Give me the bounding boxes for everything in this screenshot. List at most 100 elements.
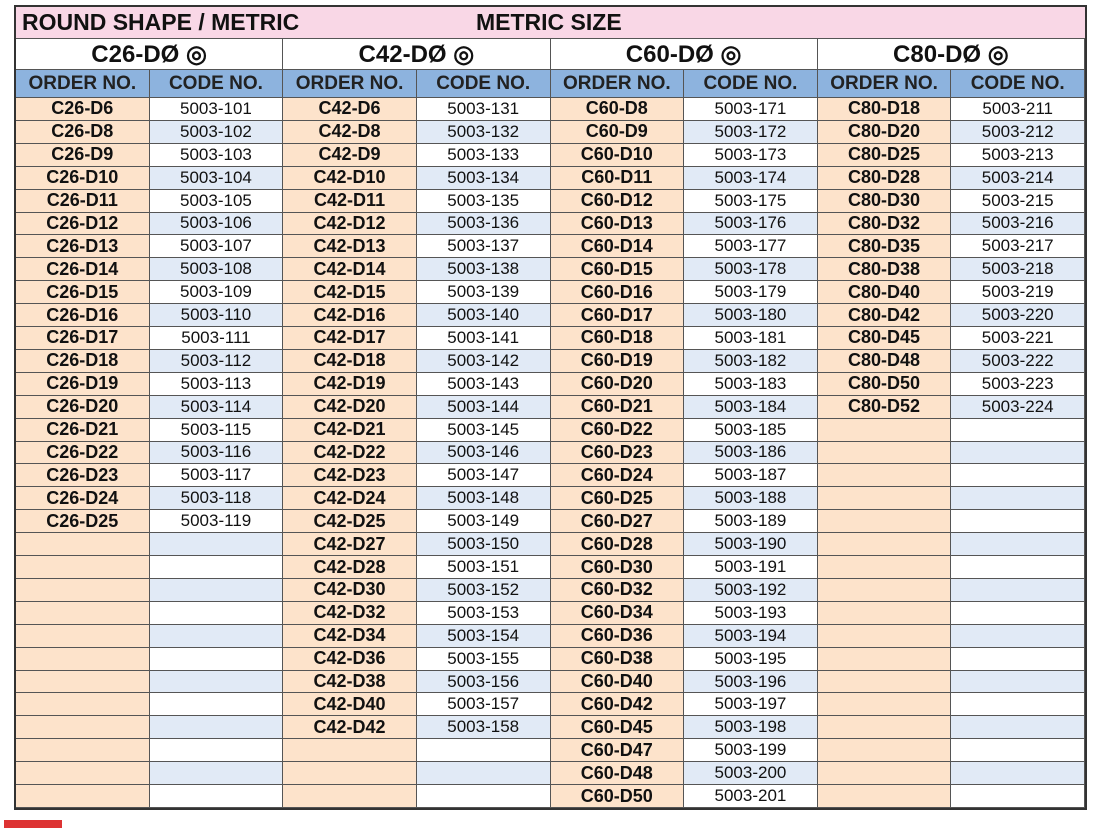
order-number	[817, 624, 952, 648]
order-number: C42-D8	[283, 120, 417, 144]
code-number: 5003-103	[149, 143, 284, 167]
table-title: ROUND SHAPE / METRIC	[16, 7, 456, 39]
code-number: 5003-116	[149, 441, 284, 465]
code-number: 5003-105	[149, 189, 284, 213]
code-number	[149, 647, 284, 671]
order-number	[16, 578, 150, 602]
code-number: 5003-149	[416, 510, 551, 534]
group-title: C80-DØ ◎	[817, 39, 1085, 70]
order-number	[817, 533, 952, 557]
order-number	[283, 739, 417, 763]
order-number: C42-D13	[283, 235, 417, 259]
code-number	[149, 556, 284, 579]
code-number: 5003-193	[684, 601, 818, 625]
code-number: 5003-200	[684, 762, 818, 786]
order-number: C60-D18	[550, 327, 685, 350]
order-number	[817, 762, 952, 786]
code-number: 5003-196	[684, 670, 818, 694]
code-number: 5003-174	[684, 166, 818, 190]
code-number: 5003-154	[416, 624, 551, 648]
order-number	[16, 647, 150, 671]
code-number	[149, 762, 284, 786]
code-number	[416, 739, 551, 763]
order-number: C26-D21	[16, 418, 150, 442]
code-number: 5003-186	[684, 441, 818, 465]
code-number	[416, 785, 551, 808]
order-number: C42-D20	[283, 395, 417, 419]
code-number: 5003-171	[684, 98, 818, 121]
order-number: C42-D9	[283, 143, 417, 167]
order-number: C42-D12	[283, 212, 417, 236]
order-number: C42-D6	[283, 98, 417, 121]
order-number: C60-D17	[550, 304, 685, 328]
order-number: C80-D52	[817, 395, 952, 419]
order-number: C80-D48	[817, 349, 952, 373]
order-number: C42-D11	[283, 189, 417, 213]
order-number: C42-D25	[283, 510, 417, 534]
code-number: 5003-189	[684, 510, 818, 534]
code-number	[951, 762, 1085, 786]
order-number: C42-D27	[283, 533, 417, 557]
code-number: 5003-138	[416, 258, 551, 282]
order-number: C80-D38	[817, 258, 952, 282]
code-number: 5003-146	[416, 441, 551, 465]
order-number: C26-D23	[16, 464, 150, 488]
code-number: 5003-201	[684, 785, 818, 808]
code-number: 5003-118	[149, 487, 284, 511]
order-number: C60-D47	[550, 739, 685, 763]
order-number: C26-D20	[16, 395, 150, 419]
order-number	[817, 510, 952, 534]
code-number: 5003-173	[684, 143, 818, 167]
order-number: C60-D16	[550, 281, 685, 305]
code-number: 5003-188	[684, 487, 818, 511]
code-number: 5003-152	[416, 578, 551, 602]
code-number: 5003-194	[684, 624, 818, 648]
order-number: C42-D28	[283, 556, 417, 579]
order-number: C60-D21	[550, 395, 685, 419]
code-number: 5003-101	[149, 98, 284, 121]
order-number	[817, 578, 952, 602]
code-number	[149, 693, 284, 717]
brand-logo	[4, 820, 62, 828]
table-subtitle: METRIC SIZE	[456, 7, 1085, 39]
order-number: C60-D8	[550, 98, 685, 121]
order-number: C80-D25	[817, 143, 952, 167]
code-number: 5003-211	[951, 98, 1085, 121]
order-number: C42-D21	[283, 418, 417, 442]
code-number: 5003-148	[416, 487, 551, 511]
order-number: C80-D18	[817, 98, 952, 121]
code-number: 5003-219	[951, 281, 1085, 305]
order-number: C26-D16	[16, 304, 150, 328]
code-number: 5003-180	[684, 304, 818, 328]
code-number: 5003-139	[416, 281, 551, 305]
order-number: C26-D8	[16, 120, 150, 144]
code-number: 5003-109	[149, 281, 284, 305]
code-number: 5003-181	[684, 327, 818, 350]
code-number	[951, 441, 1085, 465]
order-number: C42-D14	[283, 258, 417, 282]
order-number	[16, 624, 150, 648]
code-number: 5003-176	[684, 212, 818, 236]
code-number	[951, 670, 1085, 694]
order-number	[16, 785, 150, 808]
code-number: 5003-215	[951, 189, 1085, 213]
order-number: C26-D9	[16, 143, 150, 167]
order-number	[16, 762, 150, 786]
order-number: C26-D24	[16, 487, 150, 511]
column-header: CODE NO.	[951, 70, 1085, 98]
order-number: C42-D23	[283, 464, 417, 488]
code-number: 5003-199	[684, 739, 818, 763]
code-number	[149, 578, 284, 602]
group-title: C60-DØ ◎	[550, 39, 818, 70]
code-number: 5003-191	[684, 556, 818, 579]
order-number: C26-D14	[16, 258, 150, 282]
size-table: ROUND SHAPE / METRIC METRIC SIZE C26-DØ ◎ O…	[14, 5, 1087, 810]
column-header: CODE NO.	[149, 70, 284, 98]
order-number	[817, 647, 952, 671]
code-number	[149, 785, 284, 808]
code-number: 5003-177	[684, 235, 818, 259]
order-number: C60-D45	[550, 716, 685, 740]
code-number: 5003-178	[684, 258, 818, 282]
order-number	[16, 739, 150, 763]
code-number: 5003-212	[951, 120, 1085, 144]
